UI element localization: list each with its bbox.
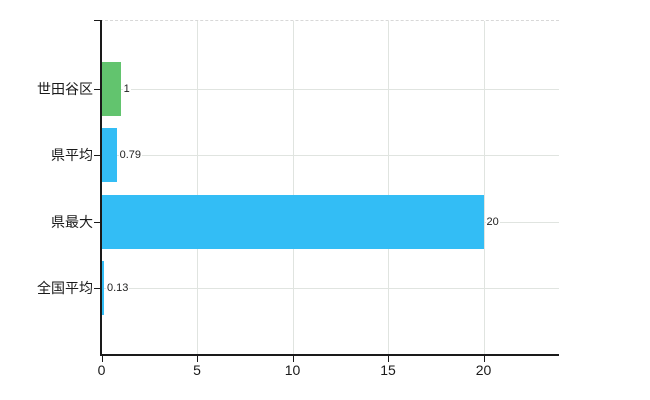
bar-value-label: 20 [485, 214, 500, 229]
chart-bar [101, 128, 117, 182]
category-label: 県最大 [51, 213, 93, 230]
plot-top-border [99, 20, 559, 21]
x-axis-tick-label: 0 [97, 361, 106, 378]
x-axis-line [99, 353, 559, 356]
x-axis-tick [101, 355, 103, 362]
y-axis-tick [94, 89, 100, 90]
y-axis-top-tick [94, 20, 100, 21]
chart-bar [101, 62, 121, 116]
x-axis-tick [292, 355, 294, 362]
y-axis-tick [94, 155, 100, 156]
gridline-horizontal [101, 155, 559, 156]
x-axis-tick-label: 10 [284, 361, 301, 378]
gridline-horizontal [101, 89, 559, 90]
category-label: 世田谷区 [37, 81, 93, 97]
y-axis-line [99, 20, 102, 354]
x-axis-tick-label: 15 [380, 361, 396, 378]
gridline-vertical [483, 21, 485, 354]
x-axis-tick-label: 20 [475, 361, 492, 378]
y-axis-tick [94, 287, 100, 289]
gridline-horizontal [101, 287, 559, 289]
x-axis-tick [483, 355, 485, 362]
gridline-vertical [197, 21, 198, 354]
category-label: 全国平均 [37, 279, 93, 296]
y-axis-tick [94, 221, 100, 223]
bar-value-label: 0.13 [106, 280, 130, 295]
gridline-vertical [388, 21, 389, 354]
chart-bar [101, 260, 104, 315]
bar-value-label: 0.79 [118, 148, 142, 162]
gridline-vertical [292, 21, 294, 354]
category-label: 県平均 [51, 147, 93, 163]
x-axis-tick [197, 355, 198, 362]
x-axis-tick [388, 355, 389, 362]
bar-value-label: 1 [122, 82, 131, 96]
chart-bar [101, 194, 484, 249]
x-axis-tick-label: 5 [193, 361, 201, 378]
